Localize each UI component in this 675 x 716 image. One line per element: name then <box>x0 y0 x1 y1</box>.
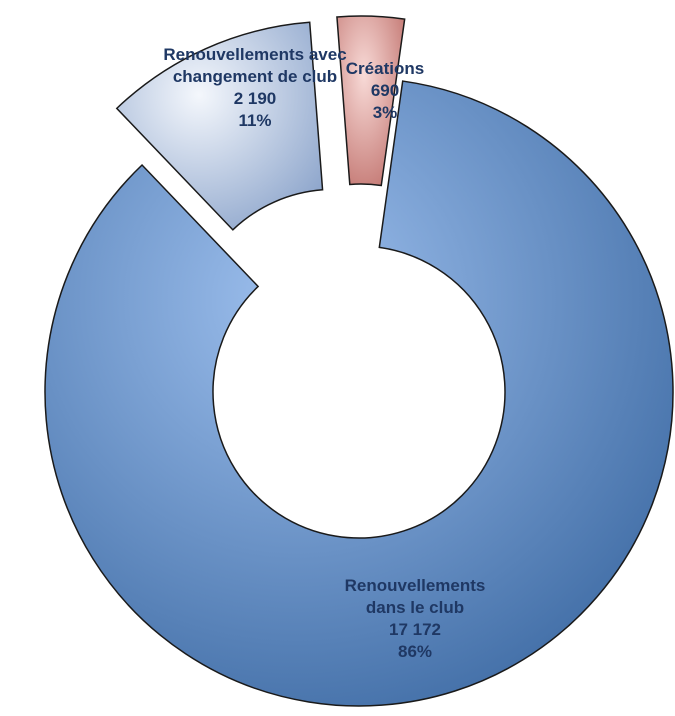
slice-label: Renouvellements avec changement de club 2… <box>160 44 350 132</box>
value-label: 690 <box>370 81 400 100</box>
slice-label: Renouvellements dans le club 17 172 86% <box>325 575 505 663</box>
donut-slice <box>115 21 324 231</box>
donut-slice <box>44 80 674 707</box>
slice-label: Créations 690 3% <box>295 58 475 124</box>
percent-label: 86% <box>397 642 433 661</box>
category-label: Renouvellements avec changement de club <box>163 45 347 86</box>
value-label: 17 172 <box>389 620 441 639</box>
category-label: Créations <box>345 59 425 78</box>
value-label: 2 190 <box>233 89 277 108</box>
category-label: Renouvellements dans le club <box>344 576 486 617</box>
percent-label: 11% <box>238 111 272 130</box>
donut-slice <box>336 15 406 187</box>
percent-label: 3% <box>372 103 398 122</box>
